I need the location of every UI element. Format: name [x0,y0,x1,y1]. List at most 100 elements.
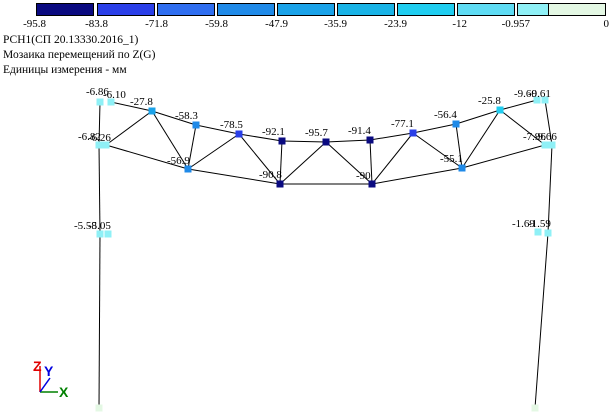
node-marker[interactable] [96,98,104,106]
truss-member[interactable] [412,123,457,134]
node-marker[interactable] [541,96,549,104]
axis-gizmo: Z Y X [33,358,69,400]
truss-member[interactable] [325,139,371,143]
node-marker[interactable] [548,141,556,149]
legend-swatch [548,3,606,16]
truss-member[interactable] [325,141,373,185]
truss-member[interactable] [371,132,414,185]
truss-member[interactable] [547,144,553,234]
truss-member[interactable] [534,232,549,409]
node-displacement-label: -56.4 [434,109,457,121]
node-displacement-label: -78.5 [220,119,243,131]
truss-member[interactable] [281,140,327,143]
members [98,99,553,409]
y-axis-line [39,377,51,393]
node-labels: -6.86-6.10 -27.8 -58.3 -78.5 -92.1 -95.7 -91.4… [74,86,557,232]
legend-value: -59.8 [205,18,228,30]
node-displacement-label: -6.82 [78,131,101,143]
truss-member[interactable] [455,109,501,125]
load-case-label: РСН1(СП 20.13330.2016_1) [3,34,139,46]
node-marker[interactable] [278,137,286,145]
info-panel: РСН1(СП 20.13330.2016_1) Мозаика перемещ… [3,33,155,78]
node-displacement-label: -58.3 [175,110,198,122]
legend-value: -23.9 [384,18,407,30]
legend-value: -0.957 [501,18,530,30]
truss-member[interactable] [238,133,283,142]
truss-member[interactable] [369,132,414,141]
truss-member[interactable] [371,167,463,185]
truss-member[interactable] [279,141,327,185]
legend-value: -83.8 [85,18,108,30]
truss-member[interactable] [544,99,553,146]
node-displacement-label: -25.8 [478,95,501,107]
truss-member[interactable] [455,123,463,169]
truss-member[interactable] [187,124,197,170]
legend-swatch [277,3,335,16]
node-marker[interactable] [148,107,156,115]
node-marker[interactable] [95,404,103,412]
node-displacement-label: -92.1 [262,126,285,138]
node-marker[interactable] [458,164,466,172]
legend-swatch [36,3,94,16]
node-marker[interactable] [96,230,104,238]
x-axis-label: X [59,384,69,400]
truss-member[interactable] [461,144,546,169]
node-marker[interactable] [541,141,549,149]
truss-member[interactable] [187,133,240,170]
node-marker[interactable] [192,121,200,129]
truss-member[interactable] [98,101,101,146]
node-marker[interactable] [409,129,417,137]
node-marker[interactable] [452,120,460,128]
node-marker[interactable] [366,136,374,144]
units-label: Единицы измерения - мм [3,64,127,76]
node-displacement-label: -7.96 [523,131,546,143]
node-marker[interactable] [102,141,110,149]
truss-member[interactable] [187,168,281,185]
node-marker[interactable] [496,106,504,114]
truss-member[interactable] [151,110,197,126]
y-axis-label: Y [44,363,54,379]
truss-member[interactable] [105,144,189,170]
truss-member[interactable] [98,144,101,235]
legend-swatch [457,3,515,16]
truss-member[interactable] [369,139,373,185]
node-displacement-label: -9.66 [534,131,557,143]
truss-member[interactable] [412,132,463,169]
node-marker[interactable] [95,141,103,149]
node-marker[interactable] [104,230,112,238]
node-displacement-label: -5.05 [88,220,111,232]
node-marker[interactable] [534,228,542,236]
truss-member[interactable] [499,109,546,146]
node-marker[interactable] [368,180,376,188]
truss-member[interactable] [110,101,153,112]
legend-swatch [337,3,395,16]
node-displacement-label: -1.69 [512,218,535,230]
node-displacement-label: -91.4 [348,125,371,137]
truss-member[interactable] [461,109,501,169]
node-marker[interactable] [544,229,552,237]
node-displacement-label: -9.61 [528,88,551,100]
truss-member[interactable] [98,233,101,409]
node-marker[interactable] [276,180,284,188]
node-marker[interactable] [107,98,115,106]
node-marker[interactable] [235,130,243,138]
node-marker[interactable] [531,404,539,412]
legend-value: -35.9 [324,18,347,30]
legend-swatch [157,3,215,16]
legend-swatch [397,3,455,16]
legend-value: -95.8 [23,18,46,30]
truss-member[interactable] [105,110,153,146]
node-marker[interactable] [322,138,330,146]
truss-member[interactable] [195,124,240,135]
node-marker[interactable] [184,165,192,173]
truss-member[interactable] [238,133,281,185]
truss-member[interactable] [279,140,283,185]
truss-member[interactable] [151,110,189,170]
legend-swatch [97,3,155,16]
legend-value: -12 [452,18,467,30]
truss-member[interactable] [499,99,538,111]
node-displacement-label: -95.7 [305,127,328,139]
node-displacement-label: -90 [356,170,371,182]
node-marker[interactable] [533,96,541,104]
